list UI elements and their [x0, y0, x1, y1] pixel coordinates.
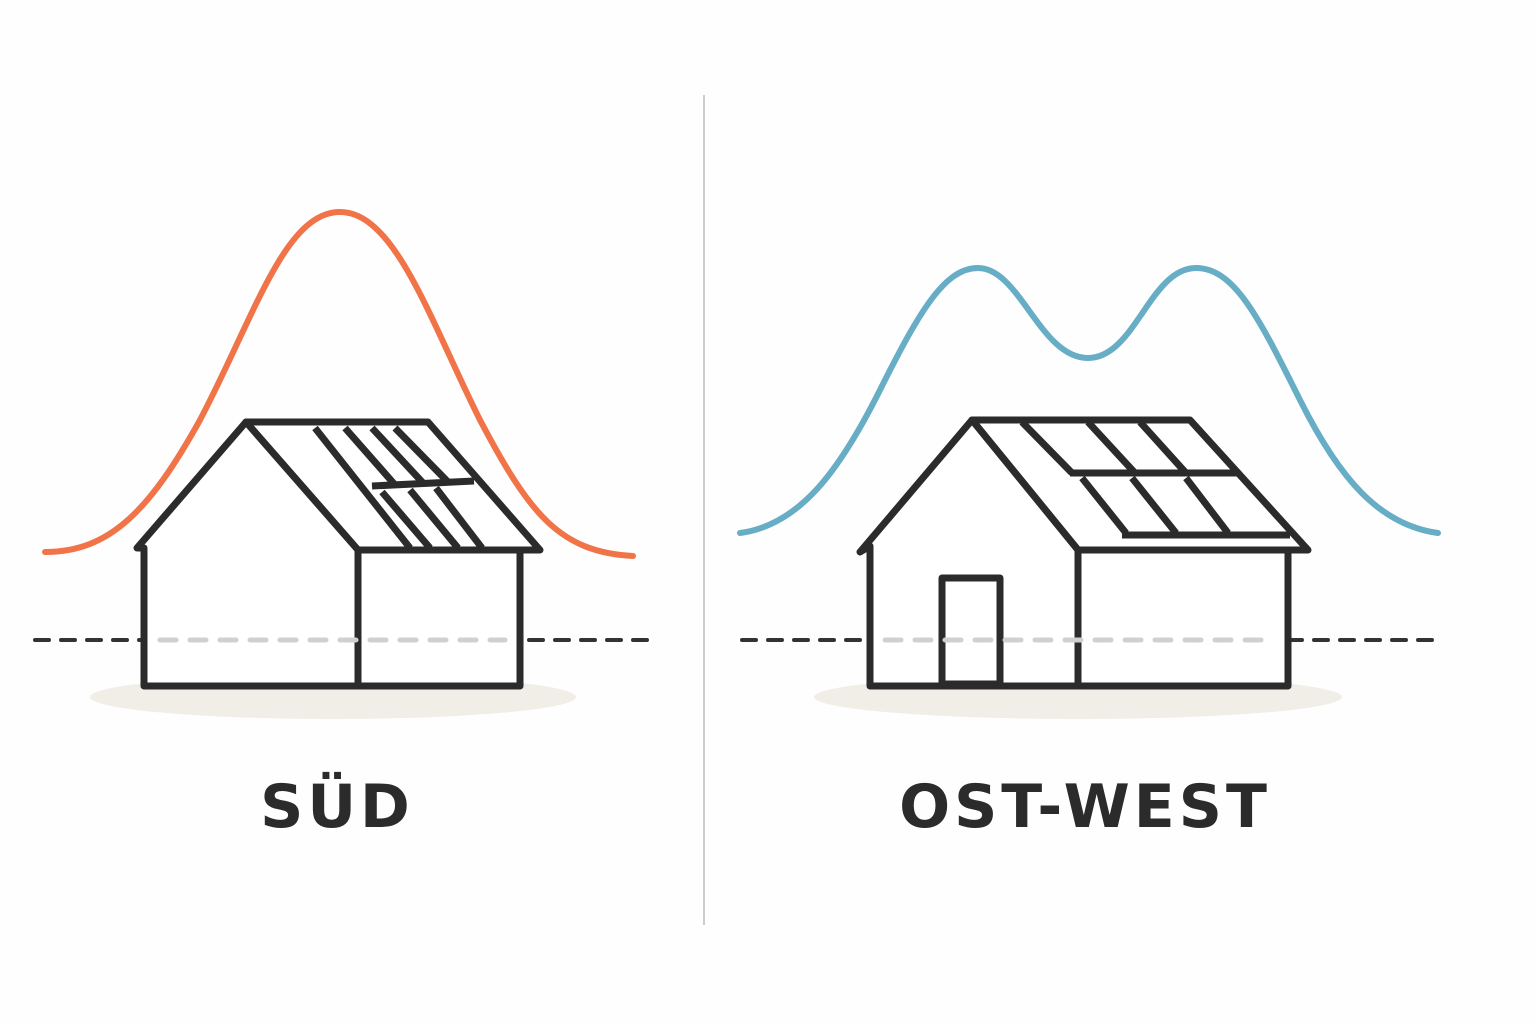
door [938, 574, 1004, 688]
house-south [133, 418, 544, 690]
eastwest-label: OST-WEST [899, 772, 1271, 842]
eastwest-yield-curve [737, 264, 1441, 536]
south-label: SÜD [260, 772, 414, 842]
eastwest-panel [737, 264, 1441, 719]
south-yield-curve [42, 208, 636, 559]
house-eastwest [856, 416, 1312, 690]
south-panel [33, 208, 650, 719]
